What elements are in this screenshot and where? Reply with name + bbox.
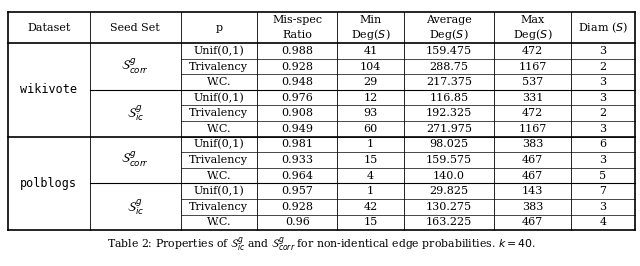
Text: 15: 15 — [364, 217, 378, 227]
Text: Deg($S$): Deg($S$) — [513, 27, 552, 42]
Text: $\mathcal{S}^g_{corr}$: $\mathcal{S}^g_{corr}$ — [122, 57, 149, 76]
Text: Max: Max — [520, 15, 545, 25]
Text: 217.375: 217.375 — [426, 77, 472, 87]
Text: 288.75: 288.75 — [429, 61, 468, 72]
Text: 116.85: 116.85 — [429, 93, 468, 103]
Text: Deg($S$): Deg($S$) — [429, 27, 468, 42]
Text: 1167: 1167 — [518, 124, 547, 134]
Text: 143: 143 — [522, 186, 543, 196]
Text: 3: 3 — [599, 155, 606, 165]
Text: 4: 4 — [367, 171, 374, 181]
Text: 130.275: 130.275 — [426, 202, 472, 212]
Text: 3: 3 — [599, 93, 606, 103]
Text: Trivalency: Trivalency — [189, 202, 248, 212]
Text: Trivalency: Trivalency — [189, 108, 248, 118]
Text: 3: 3 — [599, 202, 606, 212]
Text: 1: 1 — [367, 139, 374, 149]
Text: 0.928: 0.928 — [281, 61, 313, 72]
Text: W.C.: W.C. — [207, 124, 231, 134]
Text: 0.981: 0.981 — [281, 139, 313, 149]
Text: 41: 41 — [364, 46, 378, 56]
Text: 2: 2 — [599, 108, 606, 118]
Text: 1: 1 — [367, 186, 374, 196]
Text: 163.225: 163.225 — [426, 217, 472, 227]
Text: Trivalency: Trivalency — [189, 155, 248, 165]
Text: 467: 467 — [522, 155, 543, 165]
Text: 0.908: 0.908 — [281, 108, 313, 118]
Text: 192.325: 192.325 — [426, 108, 472, 118]
Text: 159.575: 159.575 — [426, 155, 472, 165]
Text: 0.949: 0.949 — [281, 124, 313, 134]
Text: 0.948: 0.948 — [281, 77, 313, 87]
Text: 2: 2 — [599, 61, 606, 72]
Text: 0.988: 0.988 — [281, 46, 313, 56]
Text: 4: 4 — [599, 217, 606, 227]
Text: 472: 472 — [522, 108, 543, 118]
Text: W.C.: W.C. — [207, 171, 231, 181]
Text: 472: 472 — [522, 46, 543, 56]
Text: 0.957: 0.957 — [282, 186, 313, 196]
Text: 0.928: 0.928 — [281, 202, 313, 212]
Text: 271.975: 271.975 — [426, 124, 472, 134]
Text: 98.025: 98.025 — [429, 139, 468, 149]
Text: 3: 3 — [599, 46, 606, 56]
Text: W.C.: W.C. — [207, 77, 231, 87]
Text: wikivote: wikivote — [20, 83, 77, 96]
Text: 0.933: 0.933 — [281, 155, 313, 165]
Text: 15: 15 — [364, 155, 378, 165]
Text: Mis-spec: Mis-spec — [272, 15, 323, 25]
Text: 60: 60 — [364, 124, 378, 134]
Text: Unif(0,1): Unif(0,1) — [193, 93, 244, 103]
Text: Diam ($S$): Diam ($S$) — [578, 20, 628, 35]
Text: 29: 29 — [364, 77, 378, 87]
Text: 159.475: 159.475 — [426, 46, 472, 56]
Text: 537: 537 — [522, 77, 543, 87]
Text: Seed Set: Seed Set — [110, 23, 160, 32]
Text: Table 2: Properties of $\mathcal{S}^g_{ic}$ and $\mathcal{S}^g_{corr}$ for non-i: Table 2: Properties of $\mathcal{S}^g_{i… — [107, 236, 536, 254]
Text: 383: 383 — [522, 139, 543, 149]
Text: 331: 331 — [522, 93, 543, 103]
Text: 104: 104 — [360, 61, 381, 72]
Text: p: p — [215, 23, 222, 32]
Text: 6: 6 — [599, 139, 606, 149]
Text: Min: Min — [359, 15, 381, 25]
Text: 12: 12 — [364, 93, 378, 103]
Text: 467: 467 — [522, 171, 543, 181]
Text: 0.964: 0.964 — [281, 171, 313, 181]
Text: Unif(0,1): Unif(0,1) — [193, 46, 244, 56]
Text: Unif(0,1): Unif(0,1) — [193, 139, 244, 149]
Text: 0.976: 0.976 — [282, 93, 313, 103]
Text: $\mathcal{S}^g_{ic}$: $\mathcal{S}^g_{ic}$ — [127, 197, 144, 217]
Text: W.C.: W.C. — [207, 217, 231, 227]
Text: 29.825: 29.825 — [429, 186, 468, 196]
Text: 5: 5 — [599, 171, 606, 181]
Text: 93: 93 — [364, 108, 378, 118]
Text: Dataset: Dataset — [27, 23, 70, 32]
Text: 140.0: 140.0 — [433, 171, 465, 181]
Text: 3: 3 — [599, 77, 606, 87]
Text: 3: 3 — [599, 124, 606, 134]
Text: Unif(0,1): Unif(0,1) — [193, 186, 244, 196]
Text: 1167: 1167 — [518, 61, 547, 72]
Text: Ratio: Ratio — [282, 30, 312, 40]
Text: Trivalency: Trivalency — [189, 61, 248, 72]
Text: 7: 7 — [599, 186, 606, 196]
Text: 383: 383 — [522, 202, 543, 212]
Text: Deg($S$): Deg($S$) — [351, 27, 390, 42]
Text: 42: 42 — [364, 202, 378, 212]
Text: 467: 467 — [522, 217, 543, 227]
Text: $\mathcal{S}^g_{ic}$: $\mathcal{S}^g_{ic}$ — [127, 103, 144, 123]
Text: polblogs: polblogs — [20, 177, 77, 190]
Text: $\mathcal{S}^g_{corr}$: $\mathcal{S}^g_{corr}$ — [122, 151, 149, 169]
Text: Average: Average — [426, 15, 472, 25]
Text: 0.96: 0.96 — [285, 217, 310, 227]
